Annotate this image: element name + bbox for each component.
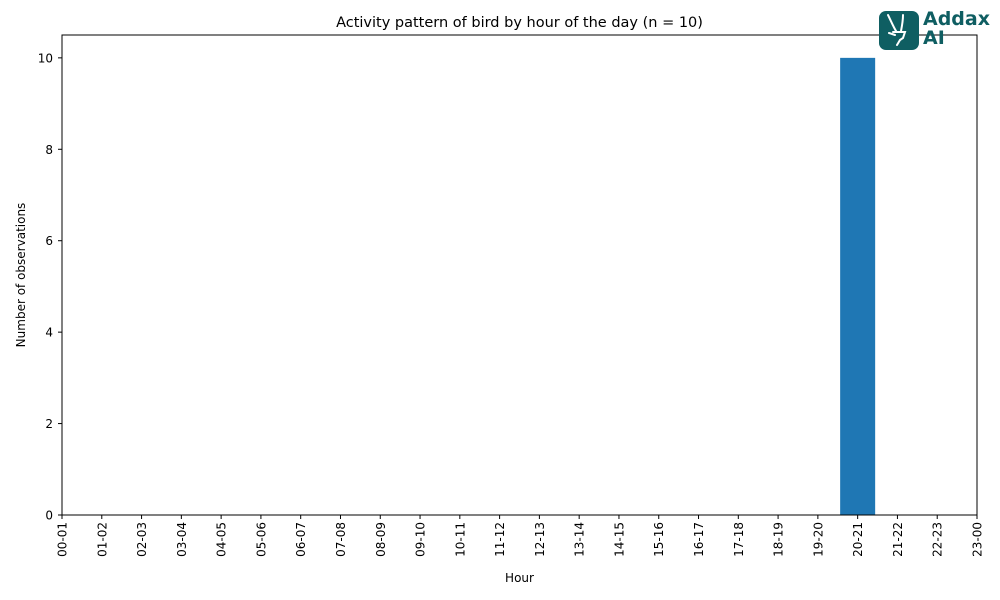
y-tick-label: 10 [38,51,53,65]
logo-wordmark: Addax AI [923,10,990,48]
x-tick-label: 11-12 [493,522,507,557]
x-tick-label: 10-11 [453,522,467,557]
x-tick-label: 16-17 [692,522,706,557]
x-tick-label: 02-03 [135,522,149,557]
x-tick-label: 05-06 [254,522,268,557]
x-axis-label: Hour [505,571,534,585]
x-tick-label: 13-14 [573,522,587,557]
x-tick-label: 20-21 [851,522,865,557]
x-tick-label: 14-15 [612,522,626,557]
bars-group [840,57,876,516]
y-tick-label: 4 [45,326,53,340]
x-tick-label: 15-16 [652,522,666,557]
logo-line-2: AI [923,27,945,49]
x-tick-label: 18-19 [772,522,786,557]
plot-frame [61,34,978,516]
x-tick-label: 04-05 [215,522,229,557]
x-tick-label: 00-01 [56,522,70,557]
x-tick-label: 19-20 [811,522,825,557]
logo-line-1: Addax [923,8,990,30]
x-tick-label: 01-02 [95,522,109,557]
y-tick-label: 2 [45,417,53,431]
y-tick-label: 0 [45,509,53,523]
x-tick-label: 03-04 [175,522,189,557]
y-tick-label: 6 [45,234,53,248]
x-tick-label: 07-08 [334,522,348,557]
bar-20-21 [840,57,876,516]
addax-ai-logo: Addax AI [878,10,993,52]
x-tick-label: 08-09 [374,522,388,557]
x-tick-label: 17-18 [732,522,746,557]
x-tick-label: 12-13 [533,522,547,557]
y-axis-label: Number of observations [14,203,28,348]
x-tick-label: 06-07 [294,522,308,557]
y-tick-label: 8 [45,143,53,157]
x-tick-label: 21-22 [891,522,905,557]
chart-title: Activity pattern of bird by hour of the … [336,15,703,31]
x-tick-label: 09-10 [414,522,428,557]
x-tick-label: 23-00 [971,522,985,557]
y-axis-ticks: 0 2 4 6 8 10 [38,51,62,523]
addax-antelope-icon [879,11,919,50]
x-axis-ticks: 00-01 01-02 02-03 03-04 04-05 05-06 06-07 07-08… [56,515,985,557]
x-tick-label: 22-23 [931,522,945,557]
